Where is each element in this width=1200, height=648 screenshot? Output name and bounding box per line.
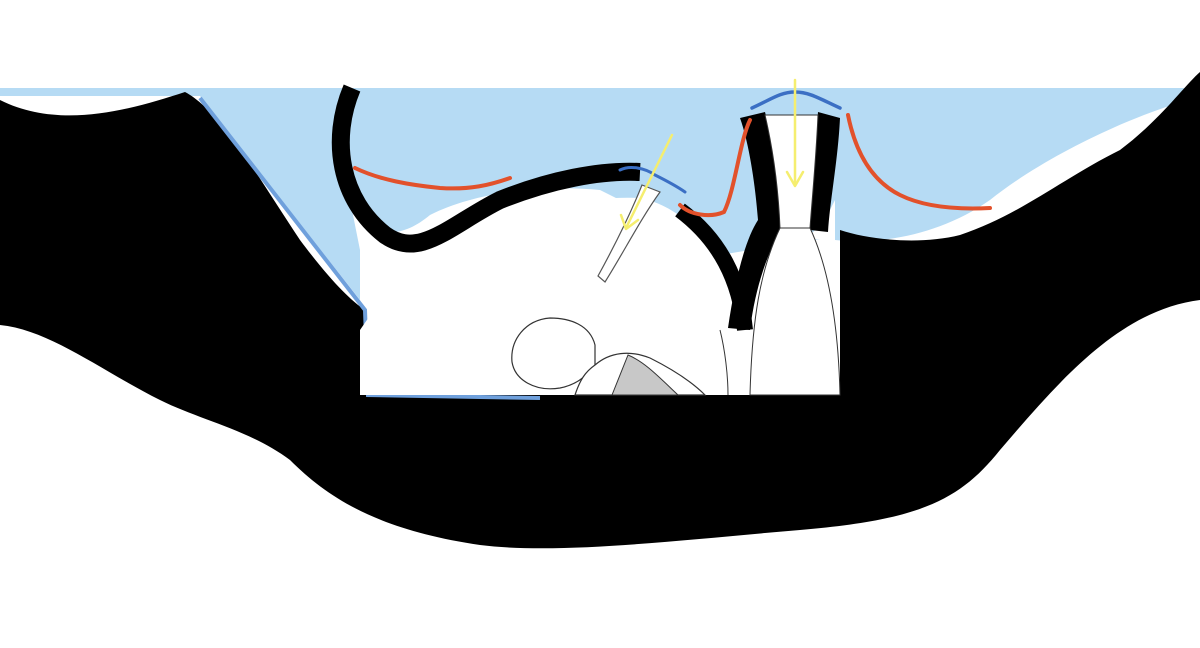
large-opening-wall-right (810, 112, 840, 232)
internal-cavity (360, 197, 745, 395)
blue-cap-small (618, 166, 687, 194)
large-opening-wall (728, 112, 780, 330)
red-curve-middle (678, 118, 752, 218)
small-opening-tube (597, 184, 661, 283)
left-hook (331, 84, 641, 253)
inner-bulb (511, 317, 596, 390)
water-region (0, 88, 1188, 403)
dark-mass (0, 72, 1200, 549)
red-curve-right (846, 113, 992, 211)
inner-curve (719, 329, 729, 396)
red-curve-left (353, 166, 512, 191)
shaded-wedge (611, 354, 680, 396)
large-opening-tube (749, 114, 841, 396)
yellow-arrow-large (785, 78, 805, 188)
yellow-arrow-small (619, 133, 674, 231)
